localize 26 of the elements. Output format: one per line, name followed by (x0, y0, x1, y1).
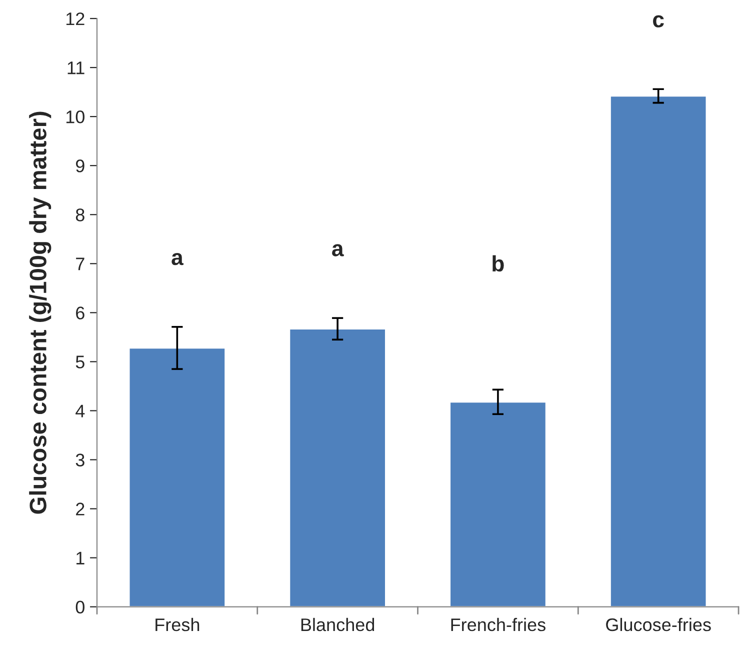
y-tick-label: 8 (76, 208, 84, 222)
y-tick-label: 4 (76, 404, 85, 418)
x-tick-label: Glucose-fries (606, 618, 711, 632)
y-tick-label: 7 (76, 258, 84, 270)
y-tick-label: 3 (76, 454, 84, 466)
y-tick-label: 5 (76, 356, 84, 368)
annotation: c (653, 15, 664, 28)
x-tick-label: Fresh (156, 618, 200, 632)
y-tick-label: 10 (66, 110, 84, 124)
y-axis-title: Glucose content (g/100g dry matter) (29, 112, 52, 514)
y-tick-label: 9 (76, 160, 84, 172)
bar (288, 328, 386, 607)
bar (610, 95, 708, 607)
annotation: a (172, 253, 184, 266)
annotation: b (492, 255, 504, 272)
x-tick-label: Blanched (301, 618, 374, 632)
bar (128, 347, 226, 607)
x-tick-label: French-fries (451, 618, 546, 632)
bar (449, 401, 547, 607)
annotation: a (332, 244, 344, 256)
y-tick-label: 1 (76, 552, 84, 564)
y-tick-label: 12 (66, 12, 84, 26)
y-tick-label: 0 (76, 600, 84, 614)
y-tick-label: 6 (76, 306, 84, 320)
y-tick-label: 11 (68, 62, 84, 74)
y-tick-label: 2 (76, 502, 84, 516)
